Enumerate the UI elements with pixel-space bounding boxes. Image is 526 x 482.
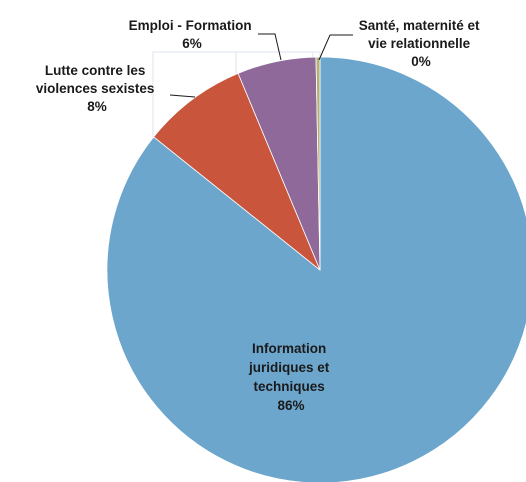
slice-label-lutte-violences: Lutte contre les violences sexistes 8% [36, 63, 158, 114]
leader-line-sante-maternite [318, 34, 353, 61]
slice-label-emploi-formation: Emploi - Formation 6% [129, 18, 256, 51]
slice-label-information-juridiques: Information juridiques et techniques 86% [248, 341, 333, 413]
leader-lines [169, 33, 353, 98]
pie-slices [106, 56, 526, 482]
slice-lutte-violences [153, 72, 321, 271]
leader-line-lutte-violences [169, 94, 196, 98]
slice-information-juridiques [106, 56, 526, 482]
slice-label-sante-maternite: Santé, maternité et vie relationnelle 0% [359, 18, 484, 69]
leader-line-emploi-formation [258, 33, 282, 61]
